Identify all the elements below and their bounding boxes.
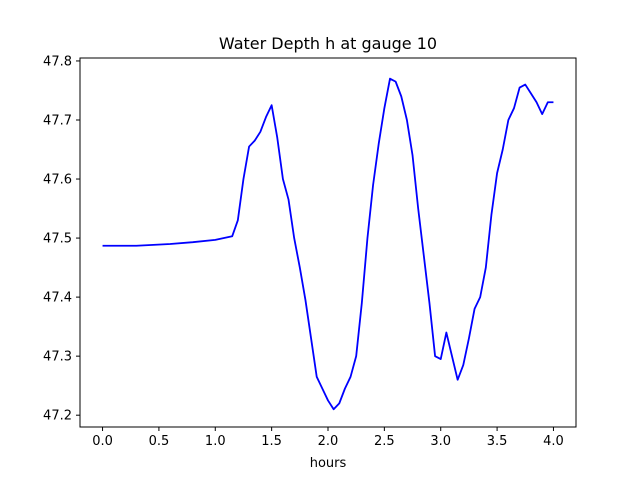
x-tick-label: 3.0 <box>430 434 451 449</box>
y-tick-label: 47.5 <box>43 232 72 247</box>
plot-frame <box>79 57 577 428</box>
y-tick-label: 47.6 <box>43 173 72 188</box>
series-line-0 <box>102 77 554 411</box>
chart-title: Water Depth h at gauge 10 <box>219 34 437 53</box>
y-tick-label: 47.7 <box>43 113 72 128</box>
x-tick-label: 1.0 <box>205 434 226 449</box>
x-tick-label: 2.0 <box>318 434 339 449</box>
x-tick-label: 1.5 <box>261 434 282 449</box>
x-tick-label: 3.5 <box>487 434 508 449</box>
x-tick-label: 0.5 <box>149 434 170 449</box>
x-tick-label: 4.0 <box>543 434 564 449</box>
ticks-layer: 0.0 0.5 1.0 1.5 2.0 2.5 3.0 3.5 4.0 47.2 47.3 47.4 4… <box>43 54 564 449</box>
x-tick-label: 0.0 <box>92 434 113 449</box>
series-layer <box>102 77 554 411</box>
y-tick-label: 47.4 <box>43 291 72 306</box>
y-tick-label: 47.2 <box>43 409 72 424</box>
y-tick-label: 47.8 <box>43 54 72 69</box>
x-axis-label: hours <box>310 456 347 471</box>
x-tick-label: 2.5 <box>374 434 395 449</box>
y-tick-label: 47.3 <box>43 350 72 365</box>
